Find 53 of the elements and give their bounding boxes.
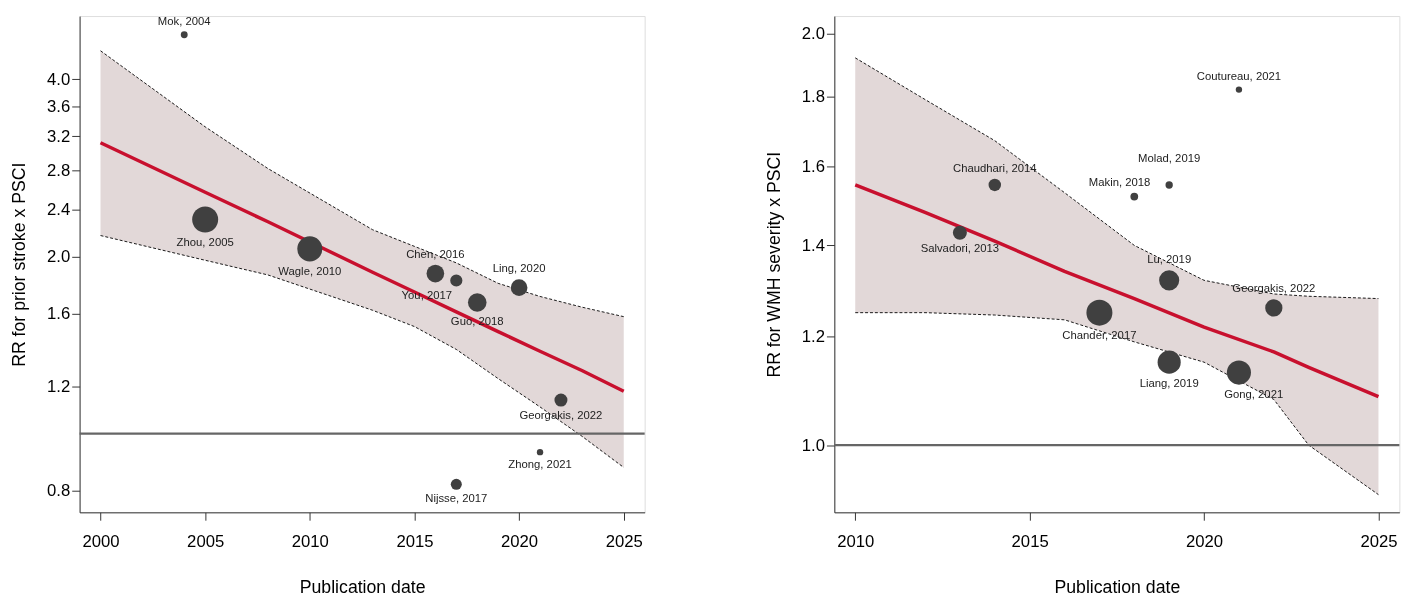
annotation: You, 2017 bbox=[401, 289, 453, 302]
x-tick-label: 2025 bbox=[605, 532, 643, 552]
annotation: Makin, 2018 bbox=[1088, 176, 1151, 189]
y-tick-label: 1.2 bbox=[47, 377, 71, 397]
x-tick-label: 2000 bbox=[82, 532, 120, 552]
x-axis-title: Publication date bbox=[1054, 577, 1181, 598]
annotation: Chen, 2016 bbox=[406, 247, 465, 260]
annotation: Zhong, 2021 bbox=[508, 457, 572, 470]
y-tick-label: 0.8 bbox=[47, 481, 71, 501]
x-tick-label: 2020 bbox=[1185, 532, 1224, 552]
annotation: Coutureau, 2021 bbox=[1196, 70, 1282, 83]
y-axis-title: RR for WMH severity x PSCI bbox=[764, 151, 785, 378]
line-series bbox=[100, 235, 625, 468]
y-tick-label: 1.6 bbox=[47, 303, 71, 323]
annotation: Wagle, 2010 bbox=[278, 264, 342, 277]
annotation: Gong, 2021 bbox=[1224, 387, 1284, 400]
x-tick-label: 2005 bbox=[187, 532, 225, 552]
y-tick-label: 2.8 bbox=[47, 160, 71, 180]
y-tick-label: 1.4 bbox=[801, 235, 825, 255]
y-axis-title: RR for prior stroke x PSCI bbox=[9, 162, 30, 367]
line-series bbox=[854, 312, 1379, 496]
annotation: Mok, 2004 bbox=[157, 14, 211, 27]
x-tick-label: 2010 bbox=[291, 532, 329, 552]
annotation: Salvadori, 2013 bbox=[920, 242, 1000, 255]
x-axis-title: Publication date bbox=[299, 577, 426, 598]
y-tick-label: 2.0 bbox=[801, 24, 825, 44]
y-tick-label: 4.0 bbox=[47, 69, 71, 89]
y-tick-label: 3.6 bbox=[47, 96, 71, 116]
line-series bbox=[98, 140, 626, 394]
y-tick-label: 1.6 bbox=[801, 156, 825, 176]
y-tick-label: 1.2 bbox=[801, 327, 825, 347]
y-tick-label: 3.2 bbox=[47, 126, 71, 146]
annotation: Chander, 2017 bbox=[1062, 329, 1137, 342]
x-tick-label: 2025 bbox=[1360, 532, 1398, 552]
annotation: Zhou, 2005 bbox=[176, 236, 234, 249]
annotation: Molad, 2019 bbox=[1138, 152, 1201, 165]
y-tick-label: 2.0 bbox=[47, 246, 71, 266]
y-tick-label: 1.0 bbox=[801, 435, 825, 455]
x-tick-label: 2015 bbox=[1011, 532, 1049, 552]
annotation: Georgakis, 2022 bbox=[519, 409, 603, 422]
y-tick-label: 1.8 bbox=[801, 86, 825, 106]
x-tick-label: 2015 bbox=[396, 532, 434, 552]
annotation: Chaudhari, 2014 bbox=[953, 162, 1037, 175]
annotation: Guo, 2018 bbox=[450, 314, 504, 327]
y-tick-label: 2.4 bbox=[47, 200, 71, 220]
annotation: Ling, 2020 bbox=[492, 262, 546, 275]
x-tick-label: 2010 bbox=[837, 532, 875, 552]
line-series bbox=[854, 57, 1379, 300]
line-series bbox=[100, 50, 625, 318]
annotation: Liang, 2019 bbox=[1139, 377, 1199, 389]
annotation: Lu, 2019 bbox=[1147, 253, 1192, 266]
x-tick-label: 2020 bbox=[501, 532, 539, 552]
annotation: Nijsse, 2017 bbox=[425, 492, 488, 505]
